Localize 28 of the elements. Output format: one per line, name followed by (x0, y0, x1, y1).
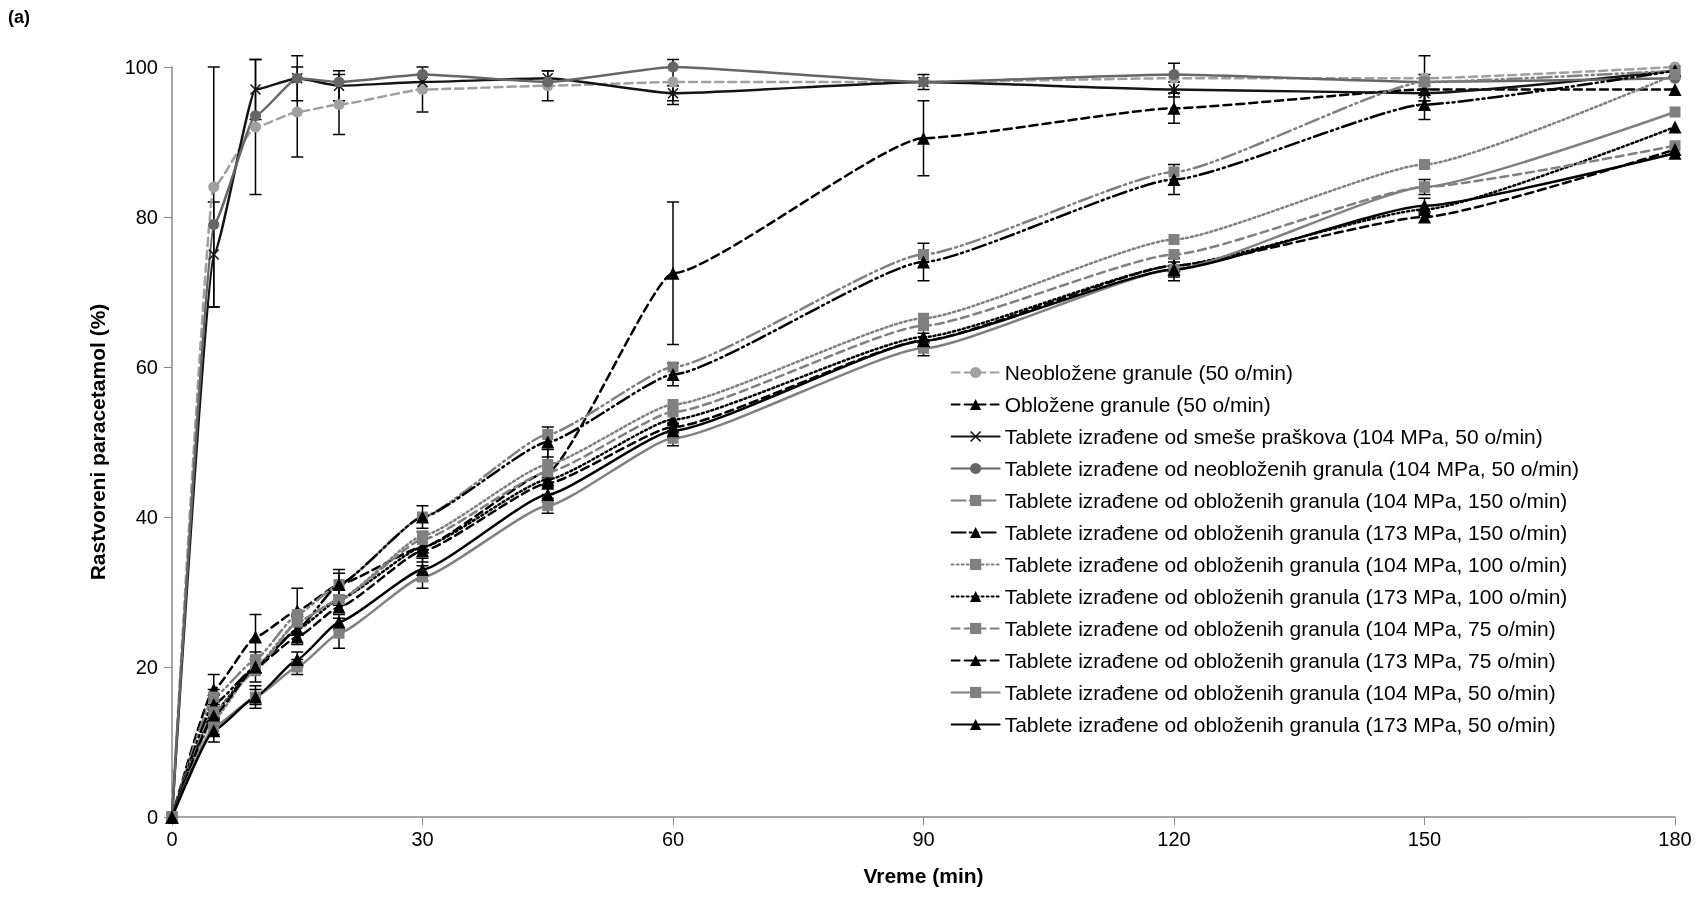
y-tick-label: 100 (124, 56, 158, 78)
x-tick-label: 180 (1658, 828, 1692, 850)
y-tick-label: 40 (135, 506, 158, 528)
legend-label: Tablete izrađene od obloženih granula (104 MPa, 100 o/min) (1004, 553, 1568, 576)
x-tick-label: 60 (661, 828, 685, 850)
y-tick-label: 20 (135, 656, 158, 678)
x-tick-label: 150 (1407, 828, 1442, 850)
y-tick-label: 80 (135, 206, 158, 228)
legend-label: Tablete izrađene od obloženih granula (104 MPa, 150 o/min) (1004, 489, 1568, 512)
legend-label: Tablete izrađene od obloženih granula (104 MPa, 50 o/min) (1004, 681, 1556, 704)
text: (a) (8, 7, 30, 27)
x-tick-label: 120 (1157, 828, 1191, 850)
legend-label: Neobložene granule (50 o/min) (1004, 361, 1293, 384)
x-tick-label: 0 (166, 828, 178, 850)
y-tick-label: 0 (146, 806, 158, 828)
legend-label: Tablete izrađene od obloženih granula (173 MPa, 150 o/min) (1004, 521, 1568, 544)
legend-label: Tablete izrađene od obloženih granula (173 MPa, 100 o/min) (1004, 585, 1568, 608)
x-axis-title: Vreme (min) (863, 864, 984, 887)
y-axis-title: Rastvoreni paracetamol (%) (86, 303, 109, 581)
y-tick-label: 60 (135, 356, 158, 378)
legend-label: Tablete izrađene od obloženih granula (104 MPa, 75 o/min) (1004, 617, 1556, 640)
legend-label: Tablete izrađene od smeše praškova (104 MPa, 50 o/min) (1004, 425, 1543, 448)
x-tick-label: 90 (912, 828, 935, 850)
legend-label: Tablete izrađene od obloženih granula (173 MPa, 75 o/min) (1004, 649, 1556, 672)
x-tick-label: 30 (411, 828, 434, 850)
legend-label: Tablete izrađene od obloženih granula (173 MPa, 50 o/min) (1004, 713, 1556, 736)
legend-label: Obložene granule (50 o/min) (1004, 393, 1271, 416)
legend-label: Tablete izrađene od neobloženih granula (104 MPa, 50 o/min) (1004, 457, 1579, 480)
